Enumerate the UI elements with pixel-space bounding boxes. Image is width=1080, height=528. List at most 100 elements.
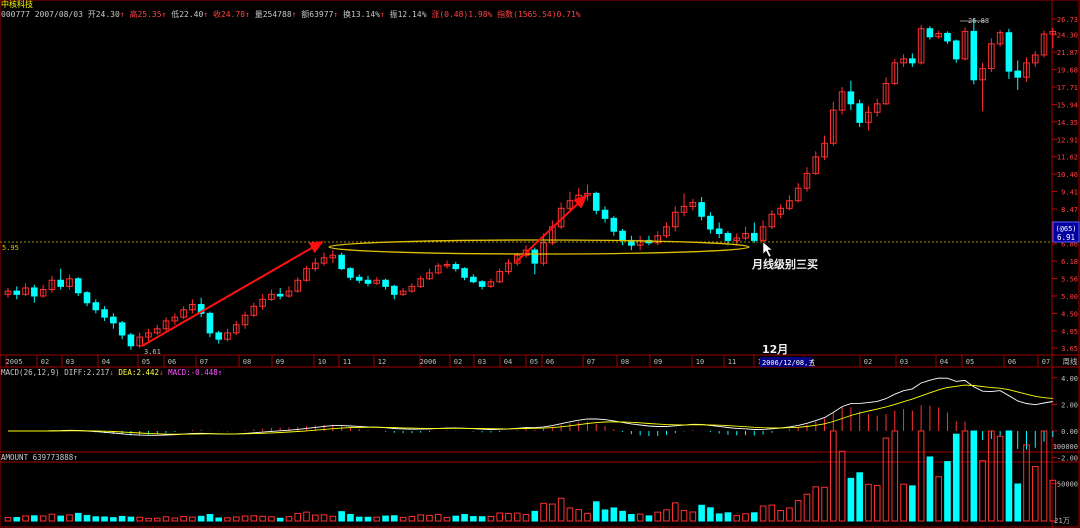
candle-body xyxy=(944,32,951,42)
candle-body xyxy=(970,30,978,81)
amount-bar xyxy=(189,516,196,522)
amount-bar xyxy=(636,513,644,522)
amount-bar xyxy=(39,515,47,522)
candle-body xyxy=(83,292,91,304)
change-label: 涨 xyxy=(431,10,440,19)
candle-body xyxy=(189,303,196,311)
amount-bar xyxy=(935,476,942,522)
candle-body xyxy=(882,82,890,105)
amount-bar xyxy=(838,450,846,522)
price-tick-label: 6.86 xyxy=(1061,241,1078,249)
amount-bar xyxy=(549,503,556,522)
price-tick-label: 9.41 xyxy=(1061,189,1078,197)
amount-bar xyxy=(232,516,240,522)
amount-bar xyxy=(882,437,890,522)
candle-body xyxy=(487,281,495,287)
price-tick-label: 11.62 xyxy=(1057,154,1078,162)
high-value: 25.35 xyxy=(137,10,162,19)
low-label: 低 xyxy=(171,10,180,19)
close-label: 收 xyxy=(212,10,221,19)
candle-body xyxy=(162,320,170,330)
stock-name[interactable]: 中核科技 xyxy=(1,0,33,9)
high-price-label: 26.88 xyxy=(968,17,989,25)
time-tick-label: 02 xyxy=(41,358,49,366)
candle-body xyxy=(751,232,758,241)
amount-bar xyxy=(250,515,258,522)
macd-header: MACD(26,12,9) DIFF:2.217↓ DEA:2.442↓ MAC… xyxy=(1,368,223,377)
candle-body xyxy=(865,111,872,123)
candle-body xyxy=(654,235,662,244)
candle-body xyxy=(232,324,240,334)
amount-bar xyxy=(663,509,670,522)
candle-body xyxy=(171,316,179,322)
amount-bar xyxy=(408,516,416,522)
amount-bar xyxy=(338,511,345,522)
candle-body xyxy=(197,303,205,314)
candle-body xyxy=(399,290,407,295)
dea-value: 2.442 xyxy=(136,368,160,377)
amount-bar xyxy=(110,517,117,522)
price-tick-label: 14.35 xyxy=(1057,119,1078,127)
price-tick-label: 3.65 xyxy=(1061,345,1078,353)
amount-bar xyxy=(698,504,705,522)
candle-body xyxy=(847,91,855,105)
candle-body xyxy=(127,334,135,347)
price-tick-label: 10.46 xyxy=(1057,171,1078,179)
candle-body xyxy=(373,279,381,284)
candle-body xyxy=(320,257,328,264)
quote-line: 000777 2007/08/03 开24.30↑ 高25.35↑ 低22.40… xyxy=(1,10,581,19)
candle-body xyxy=(417,278,424,287)
macd-label: MACD: xyxy=(168,368,191,377)
open-value: 24.30 xyxy=(95,10,120,19)
amount-bar xyxy=(531,510,539,522)
time-tick-label: 08 xyxy=(243,358,251,366)
quote-header: 中核科技 000777 2007/08/03 开24.30↑ 高25.35↑ 低… xyxy=(0,0,1052,22)
amount-bar xyxy=(566,507,574,522)
macd-panel: 4.00 2.00 0.00 -2.00 xyxy=(7,375,1078,463)
candle-body xyxy=(891,62,899,84)
amount-bar xyxy=(777,509,784,522)
time-tick-label: 03 xyxy=(478,358,486,366)
candle-body xyxy=(803,172,811,189)
amount-bar xyxy=(1014,483,1022,522)
candle-body xyxy=(153,328,161,334)
time-tick-label: 03 xyxy=(66,358,74,366)
candle-body xyxy=(461,268,468,278)
candle-body xyxy=(92,302,100,311)
candle-body xyxy=(540,242,547,264)
candle-body xyxy=(680,205,688,213)
candle-body xyxy=(900,58,907,64)
macd-tick-label: 2.00 xyxy=(1061,401,1078,409)
candle-body xyxy=(707,215,714,230)
candle-body xyxy=(961,30,969,60)
candle-body xyxy=(74,278,82,294)
time-tick-label: 11 xyxy=(728,358,736,366)
amount-bar xyxy=(610,507,618,522)
candle-body xyxy=(470,276,477,283)
quote-date: 2007/08/03 xyxy=(34,10,83,19)
candle-body xyxy=(1049,31,1057,35)
candle-body xyxy=(426,272,433,280)
low-value: 22.40 xyxy=(179,10,204,19)
left-price-label: 5.95 xyxy=(2,244,19,252)
time-tick-label: 11 xyxy=(343,358,351,366)
candle-body xyxy=(663,226,670,237)
amount-bar xyxy=(470,516,477,522)
amount-bar xyxy=(391,515,398,522)
period-label: 周线 xyxy=(1063,356,1079,366)
amount-bar xyxy=(294,512,302,522)
amount-bar xyxy=(74,512,82,522)
time-tick-label: 2006 xyxy=(420,358,437,366)
amount-bar xyxy=(619,510,626,522)
amount-bar xyxy=(707,507,714,522)
time-tick-label: 2005 xyxy=(6,358,23,366)
amount-bar xyxy=(724,512,732,522)
amount-bar xyxy=(680,509,688,522)
diff-value: 2.217 xyxy=(86,368,110,377)
amount-bar xyxy=(1040,430,1048,522)
volume-value: 254788 xyxy=(262,10,292,19)
candle-body xyxy=(531,249,539,264)
amount-bar xyxy=(224,517,231,522)
amount-bar xyxy=(909,485,916,522)
